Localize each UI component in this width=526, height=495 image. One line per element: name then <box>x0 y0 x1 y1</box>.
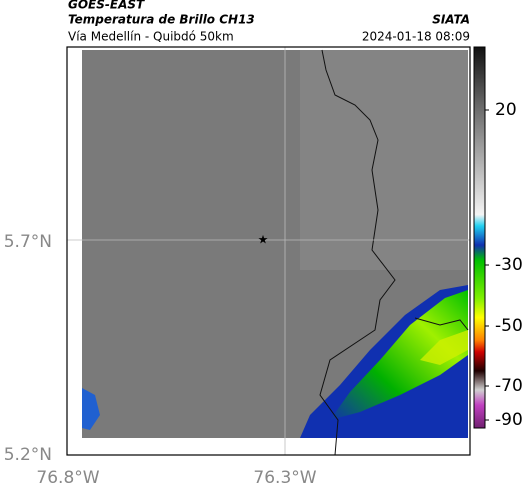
title: Temperatura de Brillo CH13 <box>68 13 255 27</box>
colorbar-tick-label: -50 <box>495 316 523 336</box>
credit: SIATA <box>432 13 470 27</box>
colorbar-tick-label: 20 <box>495 100 517 120</box>
colorbar-scale <box>473 46 486 429</box>
colorbar-tick-label: -30 <box>495 255 523 275</box>
colorbar-tick-label: -90 <box>495 410 523 430</box>
cold-cloud-sw <box>82 388 100 430</box>
lat-label: 5.7°N <box>4 232 52 252</box>
map-frame <box>66 46 471 456</box>
source: GOES-EAST <box>68 0 145 12</box>
lighter-region <box>300 50 468 270</box>
map-area: ★ <box>66 46 471 456</box>
lat-label: 5.2°N <box>4 445 52 465</box>
subtitle: Vía Medellín - Quibdó 50km <box>68 30 234 44</box>
timestamp: 2024-01-18 08:09 <box>362 30 470 44</box>
border-line <box>319 49 396 456</box>
lon-label: 76.3°W <box>253 468 316 488</box>
lon-label: 76.8°W <box>36 468 99 488</box>
location-star: ★ <box>258 233 269 247</box>
colorbar: 20 -30 -50 -70 -90 <box>473 46 523 430</box>
cold-cloud-peak <box>420 330 468 365</box>
border-line <box>414 317 469 331</box>
cold-cloud-core <box>330 290 468 420</box>
colorbar-tick-label: -70 <box>495 376 523 396</box>
